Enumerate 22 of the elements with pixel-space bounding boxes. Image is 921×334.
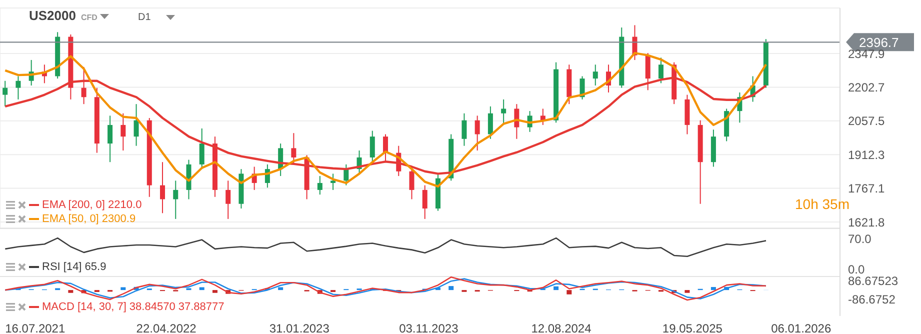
y-tick-label: 70.0 [848,232,872,246]
legend-label: MACD [14, 30, 7] 38.84570 37.88777 [42,300,224,314]
y-tick-label: 1767.1 [848,182,886,196]
legend-label: EMA [200, 0] 2210.0 [42,198,142,212]
legend-label: EMA [50, 0] 2300.9 [42,212,136,226]
annotation: D1 [138,12,151,23]
text: CFD [80,13,98,22]
x-tick-label: 19.05.2025 [662,322,723,334]
x-tick-label: 06.01.2026 [771,322,832,334]
annotation: 10h 35m [795,196,850,212]
x-tick-label: 22.04.2022 [136,322,197,334]
y-tick-label: 1621.8 [848,215,886,230]
y-tick-label: 2202.7 [848,80,886,94]
y-tick-label: -86.6752 [848,292,896,307]
chart-title: US2000 [29,8,76,23]
y-tick-label: 1912.3 [848,148,886,162]
x-tick-label: 12.08.2024 [531,322,592,334]
x-tick-label: 16.07.2021 [5,322,66,334]
y-tick-label: 2057.5 [848,114,886,128]
x-tick-label: 31.01.2023 [269,322,330,334]
legend-label: RSI [14] 65.9 [42,260,106,274]
x-tick-label: 03.11.2023 [399,322,459,334]
